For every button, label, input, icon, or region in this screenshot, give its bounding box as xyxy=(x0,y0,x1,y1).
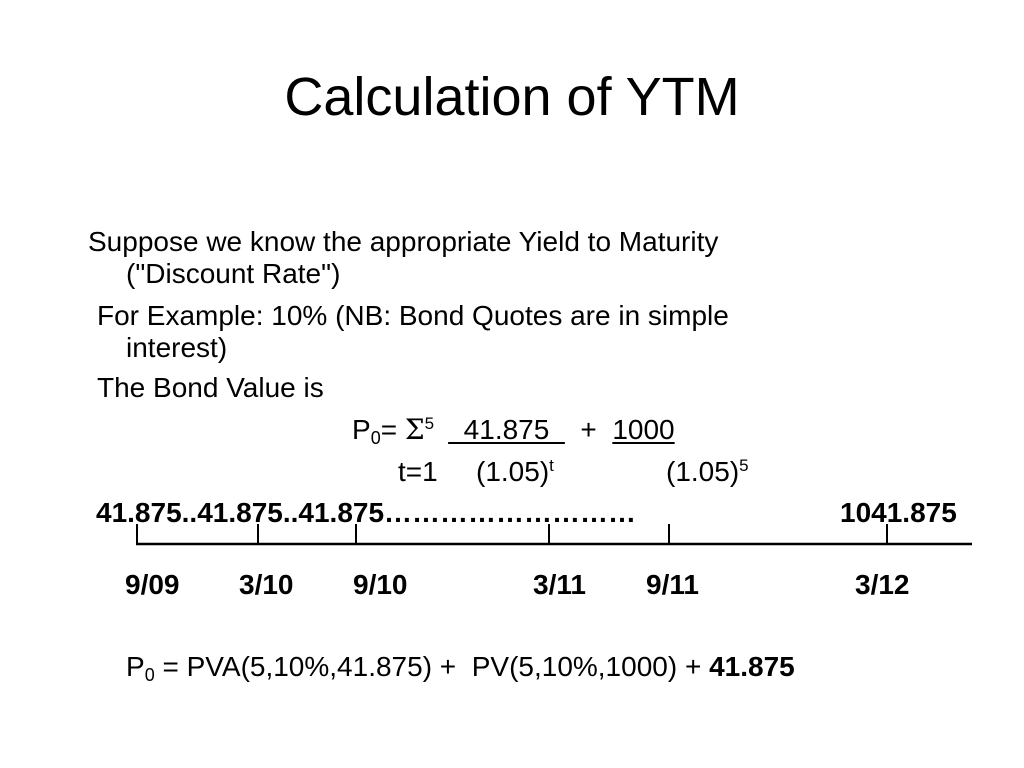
bottom-expression-body: = PVA(5,10%,41.875) + PV(5,10%,1000) + xyxy=(154,651,710,682)
date-label: 3/11 xyxy=(533,569,586,600)
numerator-principal: 1000 xyxy=(612,414,675,445)
bottom-expression: P0 = PVA(5,10%,41.875) + PV(5,10%,1000) … xyxy=(126,651,795,685)
denominator-2-exponent: 5 xyxy=(739,456,749,475)
text-line-discount-rate: ("Discount Rate") xyxy=(126,258,341,289)
formula-p: P xyxy=(352,414,371,445)
text-line-interest: interest) xyxy=(126,332,228,363)
date-label: 9/11 xyxy=(646,569,699,600)
date-label: 9/09 xyxy=(125,569,180,600)
date-label: 3/12 xyxy=(855,569,910,600)
formula-numerator-line: P0= Σ5 41.875 + 1000 xyxy=(352,413,675,448)
cashflow-coupons: 41.875..41.875..41.875……………………… xyxy=(96,497,637,528)
date-label: 3/10 xyxy=(239,569,294,600)
bottom-p-subscript: 0 xyxy=(144,665,155,685)
formula-plus: + xyxy=(564,414,613,445)
text-line-yield-to-maturity: Suppose we know the appropriate Yield to… xyxy=(88,226,719,257)
text-line-bond-value: The Bond Value is xyxy=(97,372,324,403)
formula-denominator-2: (1.05)5 xyxy=(666,456,749,488)
slide-title: Calculation of YTM xyxy=(284,67,740,127)
denominator-1-base: (1.05) xyxy=(476,456,550,487)
bottom-expression-last: 41.875 xyxy=(709,651,795,682)
formula-p-subscript: 0 xyxy=(370,428,381,448)
bottom-p: P xyxy=(126,651,145,682)
formula-denominator-1: (1.05)t xyxy=(476,456,554,488)
numerator-coupon: 41.875 xyxy=(448,414,565,445)
cashflow-final: 1041.875 xyxy=(840,497,957,528)
denominator-2-base: (1.05) xyxy=(666,456,740,487)
formula-index: t=1 xyxy=(398,456,438,487)
date-label: 9/10 xyxy=(353,569,408,600)
sigma-symbol: Σ xyxy=(404,413,425,446)
sigma-superscript: 5 xyxy=(424,414,435,433)
denominator-1-exponent: t xyxy=(549,456,554,475)
text-line-for-example: For Example: 10% (NB: Bond Quotes are in… xyxy=(97,300,729,331)
formula-equals: = xyxy=(380,414,405,445)
